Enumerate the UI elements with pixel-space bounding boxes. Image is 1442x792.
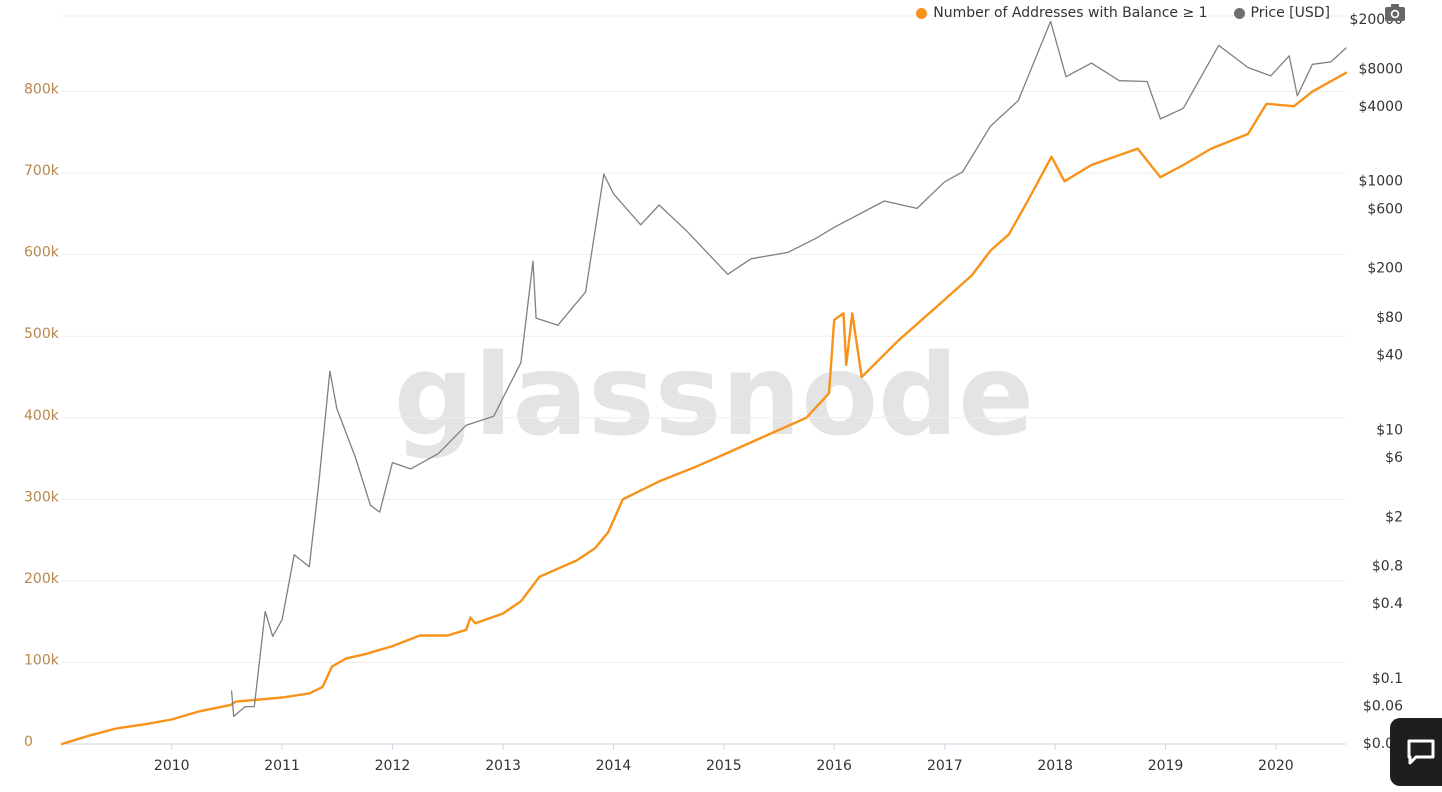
right-tick-label: $4000 xyxy=(1358,99,1403,115)
camera-icon[interactable] xyxy=(1384,2,1406,22)
right-tick-label: $0.1 xyxy=(1372,671,1403,687)
chat-button[interactable] xyxy=(1390,718,1442,786)
right-axis: $0.03$0.06$0.1$0.4$0.8$2$6$10$40$80$200$… xyxy=(1350,12,1404,752)
x-tick-label: 2019 xyxy=(1148,758,1184,774)
right-tick-label: $40 xyxy=(1376,348,1403,364)
left-tick-label: 400k xyxy=(24,408,60,424)
x-tick-label: 2018 xyxy=(1037,758,1073,774)
right-tick-label: $0.06 xyxy=(1363,699,1403,715)
right-tick-label: $80 xyxy=(1376,310,1403,326)
grid xyxy=(62,15,1346,745)
x-tick-label: 2014 xyxy=(596,758,632,774)
x-tick-label: 2016 xyxy=(816,758,852,774)
right-tick-label: $6 xyxy=(1385,450,1403,466)
right-tick-label: $0.8 xyxy=(1372,559,1403,575)
left-tick-label: 500k xyxy=(24,326,60,342)
x-tick-label: 2012 xyxy=(375,758,411,774)
legend-item-addresses[interactable]: Number of Addresses with Balance ≥ 1 xyxy=(916,5,1208,21)
legend-item-price[interactable]: Price [USD] xyxy=(1233,5,1330,21)
right-tick-label: $1000 xyxy=(1358,174,1403,190)
right-tick-label: $8000 xyxy=(1358,61,1403,77)
x-tick-label: 2020 xyxy=(1258,758,1294,774)
x-tick-label: 2013 xyxy=(485,758,521,774)
chat-icon xyxy=(1407,739,1435,765)
legend-label-price: Price [USD] xyxy=(1250,5,1330,21)
x-axis: 2010 2011 2012 2013 2014 2015 2016 2017 2018 2019… xyxy=(62,743,1346,774)
right-tick-label: $200 xyxy=(1367,261,1403,277)
series-line-price xyxy=(230,20,1347,718)
right-tick-label: $10 xyxy=(1376,422,1403,438)
left-tick-label: 200k xyxy=(24,571,60,587)
x-tick-label: 2011 xyxy=(264,758,300,774)
right-tick-label: $2 xyxy=(1385,509,1403,525)
series-layer xyxy=(60,20,1348,746)
watermark: glassnode xyxy=(394,331,1034,461)
left-tick-label: 800k xyxy=(24,82,60,98)
x-tick-label: 2015 xyxy=(706,758,742,774)
left-tick-label: 0 xyxy=(24,734,33,750)
series-line-addresses xyxy=(60,71,1348,746)
x-tick-label: 2017 xyxy=(927,758,963,774)
left-tick-label: 700k xyxy=(24,163,60,179)
legend-label-addresses: Number of Addresses with Balance ≥ 1 xyxy=(933,5,1208,21)
right-tick-label: $0.4 xyxy=(1372,596,1403,612)
legend: Number of Addresses with Balance ≥ 1 Pri… xyxy=(916,3,1356,23)
right-tick-label: $600 xyxy=(1367,201,1403,217)
x-tick-label: 2010 xyxy=(154,758,190,774)
legend-dot-addresses xyxy=(916,7,928,19)
left-tick-label: 100k xyxy=(24,652,60,668)
legend-dot-price xyxy=(1233,7,1245,19)
left-tick-label: 600k xyxy=(24,245,60,261)
left-axis: 0 100k 200k 300k 400k 500k 600k 700k 800k xyxy=(24,82,60,750)
left-tick-label: 300k xyxy=(24,489,60,505)
